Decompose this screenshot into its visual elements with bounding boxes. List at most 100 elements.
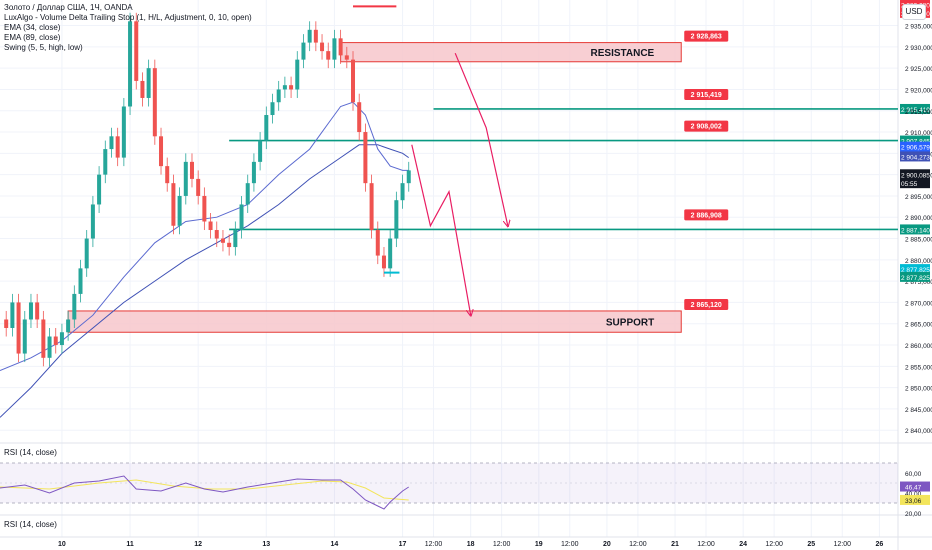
candle-body xyxy=(381,255,386,269)
candle-body xyxy=(233,230,238,248)
projection-path xyxy=(411,144,471,315)
zone-support xyxy=(67,310,682,333)
rsi-ma-line xyxy=(0,479,409,501)
time-tick-label: 12:00 xyxy=(833,541,851,548)
ema89-line xyxy=(0,144,409,418)
price-tick-label: 2 860,000 xyxy=(905,343,932,350)
candle-body xyxy=(251,161,256,184)
price-axis-tag xyxy=(900,178,930,189)
candle-body xyxy=(22,319,27,354)
candle-body xyxy=(121,106,126,158)
time-tick-label: 12:00 xyxy=(561,541,579,548)
candle-body xyxy=(264,115,269,141)
price-tick-label: 2 935,000 xyxy=(905,24,932,31)
rsi-tick-label: 40,00 xyxy=(905,491,922,498)
candle-body xyxy=(28,302,33,320)
currency-button[interactable]: USD xyxy=(902,4,926,20)
candle-body xyxy=(72,293,77,320)
candle-body xyxy=(177,195,182,226)
time-tick-label: 26 xyxy=(876,541,884,548)
time-tick-label: 13 xyxy=(262,541,270,548)
price-tick-label: 2 890,000 xyxy=(905,215,932,222)
zone-price-tag xyxy=(684,30,729,42)
candle-body xyxy=(307,29,312,43)
candle-body xyxy=(35,302,40,320)
rsi-tick-label: 20,00 xyxy=(905,511,922,518)
candle-body xyxy=(301,42,306,60)
indicator-ema89[interactable]: EMA (89, close) xyxy=(4,33,61,42)
price-tick-label: 2 895,000 xyxy=(905,194,932,201)
level-tag-label: 2 915,419 xyxy=(691,92,722,99)
candle-body xyxy=(326,51,331,60)
rsi-panel: 60,00 40,00 20,00 46,47 33,06 xyxy=(0,462,930,518)
candle-body xyxy=(289,85,294,90)
level-axis-tag xyxy=(900,103,930,114)
candle-body xyxy=(282,85,287,90)
level-tag xyxy=(684,209,729,221)
zone-label: RESISTANCE xyxy=(591,48,655,59)
candle-body xyxy=(103,149,108,175)
projection-path xyxy=(454,52,508,226)
projection-arrows xyxy=(411,52,508,315)
time-tick-label: 18 xyxy=(467,541,475,548)
rsi-label-lower[interactable]: RSI (14, close) xyxy=(4,520,57,529)
rsi-line xyxy=(0,475,409,510)
time-tick-label: 12 xyxy=(194,541,202,548)
level-axis-tag xyxy=(900,135,930,146)
candle-body xyxy=(146,68,151,98)
candle-body xyxy=(295,59,300,90)
price-tick-label: 2 885,000 xyxy=(905,237,932,244)
time-tick-label: 14 xyxy=(331,541,339,548)
candle-body xyxy=(363,132,368,184)
candle-body xyxy=(59,332,64,346)
candle-body xyxy=(320,42,325,52)
candle-body xyxy=(245,183,250,205)
price-tick-label: 2 920,000 xyxy=(905,87,932,94)
zone-label: SUPPORT xyxy=(606,318,654,329)
zone-price-tag xyxy=(684,298,729,310)
candle-body xyxy=(332,38,337,60)
price-axis-label: 2 877,825 xyxy=(901,275,930,282)
price-axis-tag xyxy=(900,141,930,152)
price-tick-label: 2 840,000 xyxy=(905,428,932,435)
time-tick-label: 12:00 xyxy=(765,541,783,548)
candle-body xyxy=(134,21,139,81)
candle-body xyxy=(78,268,83,294)
chart-legend: Золото / Доллар США, 1Ч, OANDA LuxAlgo -… xyxy=(4,3,252,53)
level-axis-label: 2 887,140 xyxy=(901,227,930,234)
time-tick-label: 12:00 xyxy=(629,541,647,548)
time-tick-label: 25 xyxy=(807,541,815,548)
rsi-tick-label: 60,00 xyxy=(905,471,922,478)
candle-body xyxy=(66,319,71,333)
indicator-swing[interactable]: Swing (5, 5, high, low) xyxy=(4,43,83,52)
rsi-value-label: 46,47 xyxy=(905,485,922,492)
candle-body xyxy=(84,238,89,269)
price-tick-label: 2 845,000 xyxy=(905,407,932,414)
candle-body xyxy=(406,170,411,184)
rsi-band xyxy=(0,463,898,503)
time-tick-label: 19 xyxy=(535,541,543,548)
candle-body xyxy=(202,195,207,222)
candle-body xyxy=(16,302,21,354)
time-tick-label: 11 xyxy=(126,541,134,548)
candle-body xyxy=(214,230,219,239)
price-tick-label: 2 850,000 xyxy=(905,386,932,393)
rsi-value-tag xyxy=(900,494,930,505)
candle-body xyxy=(189,161,194,179)
time-axis: 10 11 12 13 14 17 12:00 18 12:00 19 12:00 20 12:00 21… xyxy=(58,541,883,548)
rsi-label[interactable]: RSI (14, close) xyxy=(4,448,57,457)
candle-body xyxy=(270,102,275,116)
indicator-luxalgo[interactable]: LuxAlgo - Volume Delta Trailing Stop (1,… xyxy=(4,13,252,22)
rsi-value-label: 33,06 xyxy=(905,498,922,505)
level-tag xyxy=(684,120,729,132)
candle-body xyxy=(159,136,164,167)
time-tick-label: 24 xyxy=(739,541,747,548)
zone-price-label: 2 865,120 xyxy=(691,302,722,309)
time-tick-label: 17 xyxy=(399,541,407,548)
price-tick-label: 2 930,000 xyxy=(905,45,932,52)
price-tick-label: 2 915,000 xyxy=(905,109,932,116)
indicator-ema34[interactable]: EMA (34, close) xyxy=(4,23,61,32)
candle-body xyxy=(47,336,52,358)
candle-body xyxy=(115,136,120,158)
